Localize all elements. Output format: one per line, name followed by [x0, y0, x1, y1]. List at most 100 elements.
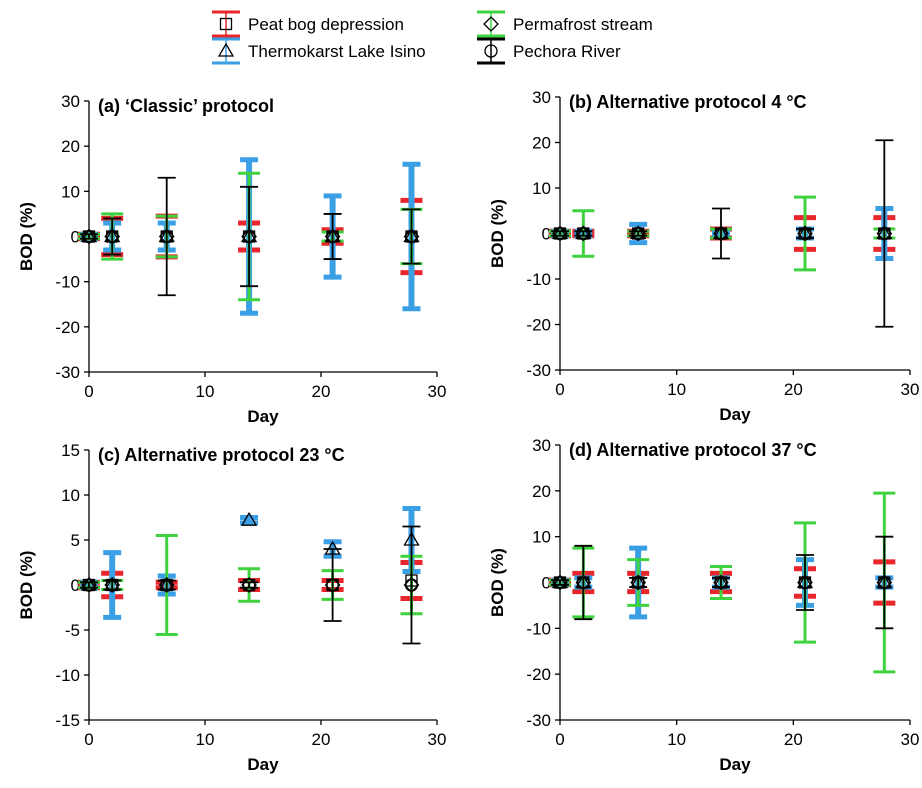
y-tick-label: -20	[526, 665, 551, 684]
data-point	[551, 574, 569, 589]
series-permafrost-stream	[549, 491, 896, 674]
y-tick-label: -30	[526, 361, 551, 380]
y-tick-label: 0	[542, 225, 551, 244]
x-tick-label: 30	[901, 380, 920, 399]
data-point	[81, 228, 97, 245]
data-point	[551, 225, 569, 240]
panel-title: (a) ‘Classic’ protocol	[98, 96, 274, 116]
data-point	[713, 574, 729, 591]
markers-permafrost-stream	[81, 228, 420, 245]
markers-pechora-river	[82, 229, 419, 244]
y-axis-title: BOD (%)	[488, 199, 507, 268]
y-tick-label: 0	[71, 576, 80, 595]
x-tick-label: 30	[428, 382, 447, 401]
x-tick-label: 10	[196, 730, 215, 749]
series-permafrost-stream	[78, 171, 423, 302]
series-permafrost-stream	[78, 534, 423, 636]
data-point	[105, 578, 119, 592]
data-point	[403, 531, 420, 546]
markers-thermokarst-lake-isino	[80, 511, 420, 591]
series-pechora-river	[80, 176, 421, 297]
x-axis-title: Day	[247, 407, 279, 426]
y-tick-label: 10	[61, 486, 80, 505]
data-point	[404, 229, 419, 244]
y-tick-label: -20	[526, 316, 551, 335]
data-point	[158, 576, 175, 591]
data-point	[82, 229, 96, 244]
data-point	[324, 228, 341, 245]
data-point	[324, 540, 341, 555]
data-point	[712, 574, 730, 589]
data-point	[240, 228, 258, 243]
data-point	[797, 574, 813, 591]
legend-label: Permafrost stream	[513, 15, 653, 34]
x-tick-label: 30	[901, 730, 920, 749]
markers-permafrost-stream	[81, 577, 420, 593]
markers-thermokarst-lake-isino	[80, 228, 420, 243]
data-point	[631, 575, 645, 590]
data-point	[160, 229, 174, 244]
data-point	[160, 578, 174, 592]
data-point	[324, 577, 341, 593]
y-tick-label: 20	[532, 134, 551, 153]
data-point	[796, 225, 814, 240]
data-point	[876, 225, 893, 242]
chart-panel-b: -30 -20 -10 0 10 20 30 0 10 20 30 Day BOD (%) (b) Alt…	[488, 88, 919, 424]
data-point	[877, 226, 891, 241]
data-point	[876, 225, 893, 240]
data-point	[105, 229, 119, 244]
y-tick-label: -10	[55, 666, 80, 685]
data-point	[552, 225, 568, 242]
data-point	[714, 575, 728, 590]
data-point	[876, 574, 893, 591]
y-tick-label: -30	[55, 363, 80, 382]
y-axis-title: BOD (%)	[17, 202, 36, 271]
y-tick-label: 10	[532, 528, 551, 547]
legend-marker-circle-icon	[484, 44, 498, 58]
x-tick-label: 20	[784, 730, 803, 749]
data-point	[575, 574, 592, 591]
legend-marker-triangle-icon	[217, 42, 235, 57]
data-point	[403, 228, 420, 243]
y-tick-label: 10	[61, 182, 80, 201]
y-tick-label: -30	[526, 711, 551, 730]
y-tick-label: 0	[71, 228, 80, 247]
data-point	[552, 574, 568, 591]
legend-label: Thermokarst Lake Isino	[248, 42, 426, 61]
data-point	[104, 228, 121, 243]
legend-label: Pechora River	[513, 42, 621, 61]
legend-item-pechora-river: Pechora River	[477, 37, 621, 65]
data-point	[241, 228, 257, 245]
markers-thermokarst-lake-isino	[551, 225, 893, 240]
x-tick-label: 20	[312, 730, 331, 749]
y-tick-label: 20	[61, 137, 80, 156]
markers-pechora-river	[82, 578, 419, 592]
data-point	[405, 574, 418, 587]
data-point	[104, 228, 121, 245]
data-point	[104, 577, 121, 593]
legend-marker-square-icon	[219, 17, 233, 31]
y-tick-label: -10	[526, 270, 551, 289]
y-tick-label: -10	[55, 273, 80, 292]
y-tick-label: 0	[542, 574, 551, 593]
y-axis-title: BOD (%)	[488, 548, 507, 617]
x-tick-label: 10	[667, 730, 686, 749]
x-axis-title: Day	[247, 755, 279, 774]
y-tick-label: 10	[532, 179, 551, 198]
markers-permafrost-stream	[552, 574, 893, 591]
data-point	[80, 576, 98, 591]
data-point	[630, 225, 647, 242]
data-point	[575, 574, 592, 589]
data-point	[630, 574, 647, 591]
data-point	[630, 574, 647, 589]
x-tick-label: 0	[84, 382, 93, 401]
x-tick-label: 20	[784, 380, 803, 399]
x-tick-label: 20	[312, 382, 331, 401]
data-point	[403, 228, 420, 245]
x-tick-label: 0	[84, 730, 93, 749]
data-point	[324, 228, 341, 243]
data-point	[404, 578, 419, 592]
y-tick-label: -15	[55, 711, 80, 730]
data-point	[877, 575, 891, 590]
